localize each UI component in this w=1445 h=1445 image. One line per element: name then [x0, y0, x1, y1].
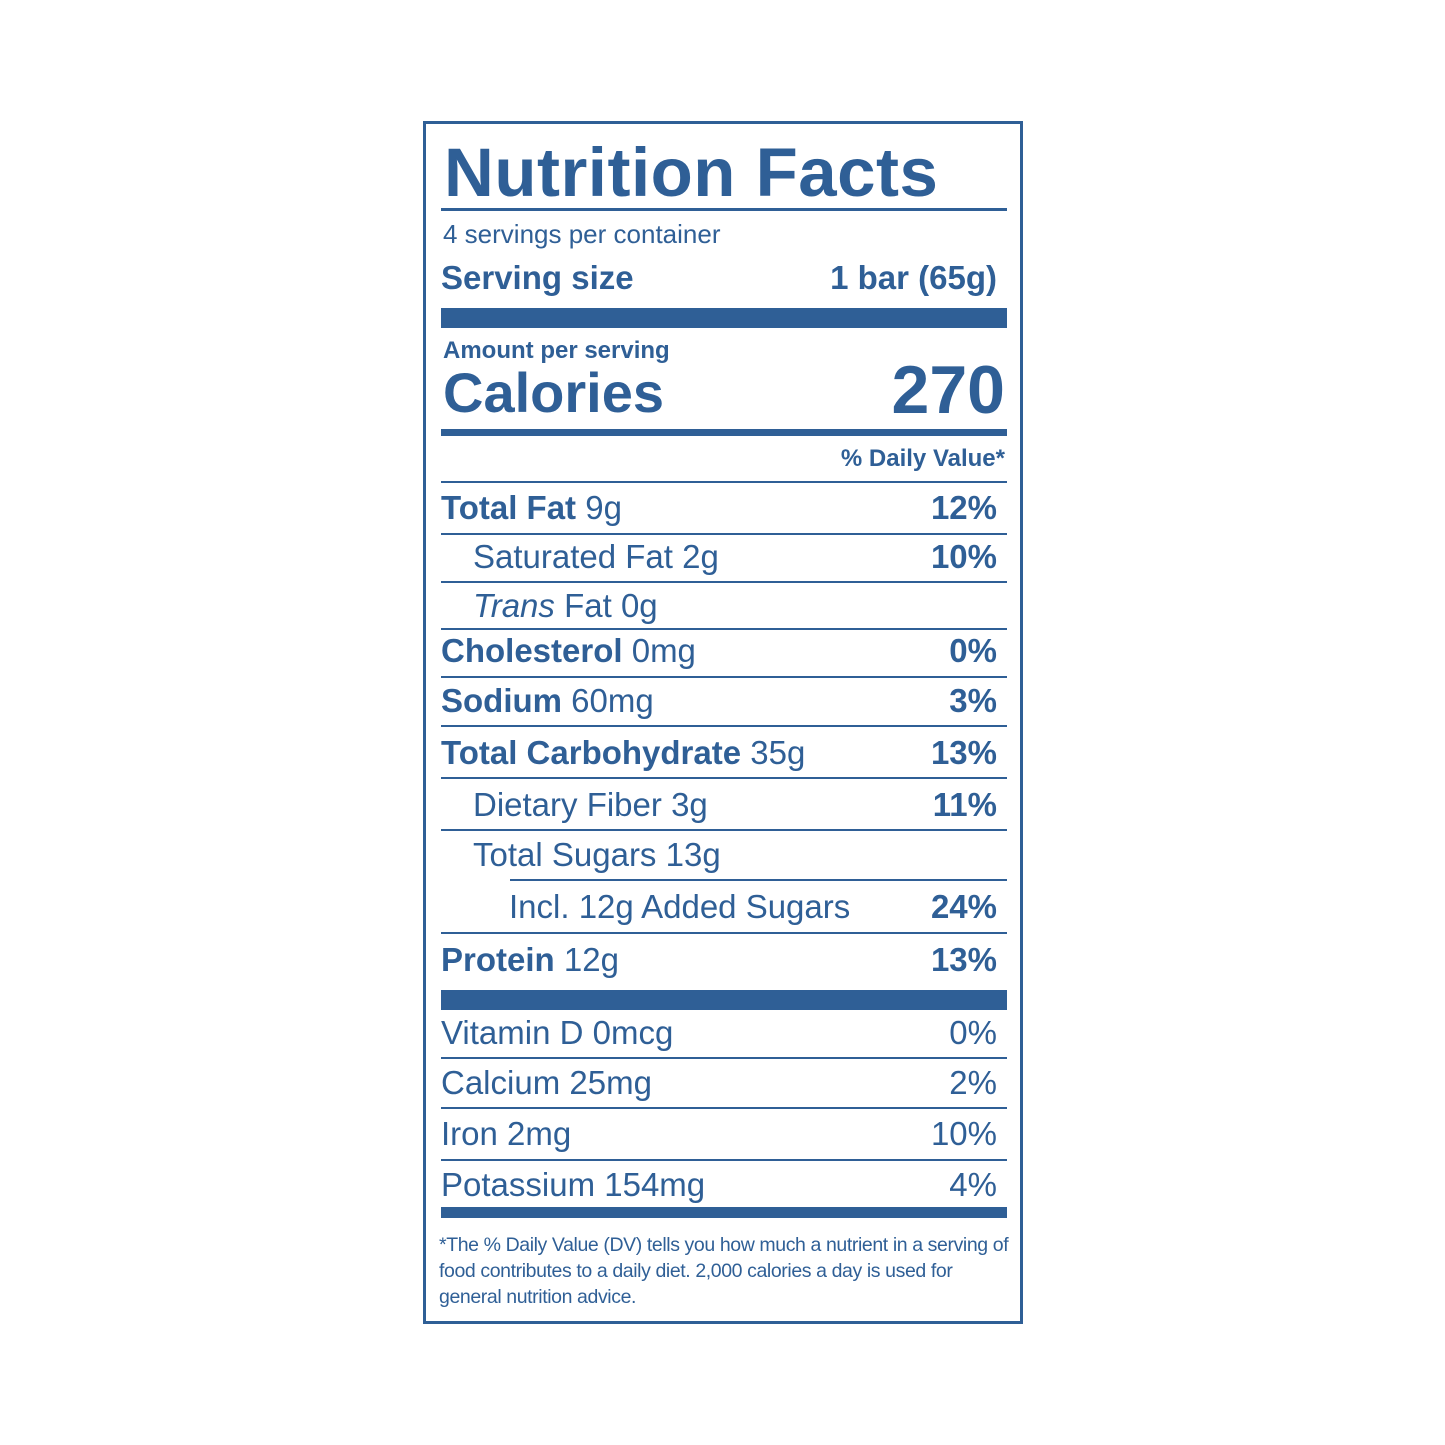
nutrient-row-total-carbohydrate: Total Carbohydrate 35g 13% [441, 731, 997, 775]
label-title: Nutrition Facts [444, 134, 939, 211]
nutrient-dv: 11% [932, 786, 997, 823]
vitamin-name: Iron [441, 1115, 498, 1152]
vitamin-amount: 154mg [604, 1166, 706, 1203]
divider [441, 628, 1007, 630]
vitamin-dv: 0% [949, 1014, 997, 1051]
nutrient-row-dietary-fiber: Dietary Fiber 3g 11% [441, 783, 997, 827]
amount-per-serving: Amount per serving [443, 337, 670, 364]
divider [441, 829, 1007, 831]
vitamin-name: Vitamin D [441, 1014, 584, 1051]
divider [441, 932, 1007, 934]
servings-per-container: 4 servings per container [443, 219, 721, 249]
nutrient-dv: 0% [949, 632, 997, 669]
footnote: *The % Daily Value (DV) tells you how mu… [439, 1234, 1009, 1308]
nutrient-row-saturated-fat: Saturated Fat 2g 10% [441, 535, 997, 579]
nutrient-name: Sodium [441, 682, 562, 719]
calories-label: Calories [443, 361, 664, 424]
nutrient-name: Dietary Fiber [473, 786, 662, 823]
vitamin-row-iron: Iron 2mg 10% [441, 1112, 997, 1156]
nutrient-name: Incl. 12g Added Sugars [509, 888, 851, 925]
nutrient-name: Total Fat [441, 489, 577, 526]
nutrient-amount: 0mg [631, 632, 696, 669]
nutrient-dv: 3% [949, 682, 997, 719]
vitamin-name: Calcium [441, 1064, 561, 1101]
nutrient-amount: 0g [620, 587, 658, 624]
vitamin-row-calcium: Calcium 25mg 2% [441, 1061, 997, 1105]
nutrient-amount: 35g [750, 734, 806, 771]
daily-value-header: % Daily Value* [840, 445, 1005, 472]
calories-value: 270 [891, 352, 1005, 428]
serving-size-value: 1 bar (65g) [830, 259, 997, 296]
divider [441, 208, 1007, 211]
serving-size-row: Serving size 1 bar (65g) [441, 256, 997, 300]
serving-size-label: Serving size [441, 259, 634, 296]
divider [441, 533, 1007, 535]
nutrient-row-added-sugars: Incl. 12g Added Sugars 24% [441, 885, 997, 929]
vitamin-dv: 4% [949, 1166, 997, 1203]
divider [441, 481, 1007, 483]
divider [441, 676, 1007, 678]
nutrient-row-total-fat: Total Fat 9g 12% [441, 486, 997, 530]
medium-divider [441, 1207, 1007, 1218]
nutrient-dv: 10% [930, 538, 997, 575]
thick-divider [441, 308, 1007, 328]
nutrient-amount: 2g [682, 538, 719, 575]
thick-divider [441, 990, 1007, 1010]
vitamin-amount: 2mg [507, 1115, 572, 1152]
nutrient-dv: 12% [930, 489, 997, 526]
nutrient-name: Cholesterol [441, 632, 623, 669]
nutrition-label-border [423, 121, 1023, 1324]
nutrient-amount: 3g [671, 786, 708, 823]
vitamin-amount: 25mg [569, 1064, 652, 1101]
vitamin-name: Potassium [441, 1166, 596, 1203]
divider [441, 1107, 1007, 1109]
nutrient-amount: 12g [563, 941, 619, 978]
nutrient-name: Fat [564, 587, 612, 624]
medium-divider [441, 429, 1007, 436]
vitamin-row-potassium: Potassium 154mg 4% [441, 1163, 997, 1207]
nutrient-row-cholesterol: Cholesterol 0mg 0% [441, 629, 997, 673]
vitamin-row-vitamin-d: Vitamin D 0mcg 0% [441, 1011, 997, 1055]
nutrient-dv: 13% [930, 941, 997, 978]
nutrient-name-italic: Trans [473, 587, 555, 624]
nutrient-row-sodium: Sodium 60mg 3% [441, 679, 997, 723]
divider [441, 777, 1007, 779]
nutrient-amount: 9g [585, 489, 622, 526]
nutrient-row-trans-fat: Trans Fat 0g [441, 584, 997, 628]
vitamin-amount: 0mcg [592, 1014, 674, 1051]
nutrient-name: Total Carbohydrate [441, 734, 742, 771]
vitamin-dv: 10% [930, 1115, 997, 1152]
nutrient-amount: 13g [665, 836, 721, 873]
nutrient-row-protein: Protein 12g 13% [441, 938, 997, 982]
nutrient-name: Saturated Fat [473, 538, 673, 575]
divider [441, 581, 1007, 583]
nutrient-name: Total Sugars [473, 836, 657, 873]
nutrient-dv: 13% [930, 734, 997, 771]
nutrient-amount: 60mg [571, 682, 654, 719]
nutrient-name: Protein [441, 941, 555, 978]
divider [510, 879, 1007, 881]
vitamin-dv: 2% [949, 1064, 997, 1101]
divider [441, 1057, 1007, 1059]
nutrient-dv: 24% [930, 888, 997, 925]
divider [441, 1159, 1007, 1161]
divider [441, 725, 1007, 727]
nutrient-row-total-sugars: Total Sugars 13g [441, 833, 997, 877]
